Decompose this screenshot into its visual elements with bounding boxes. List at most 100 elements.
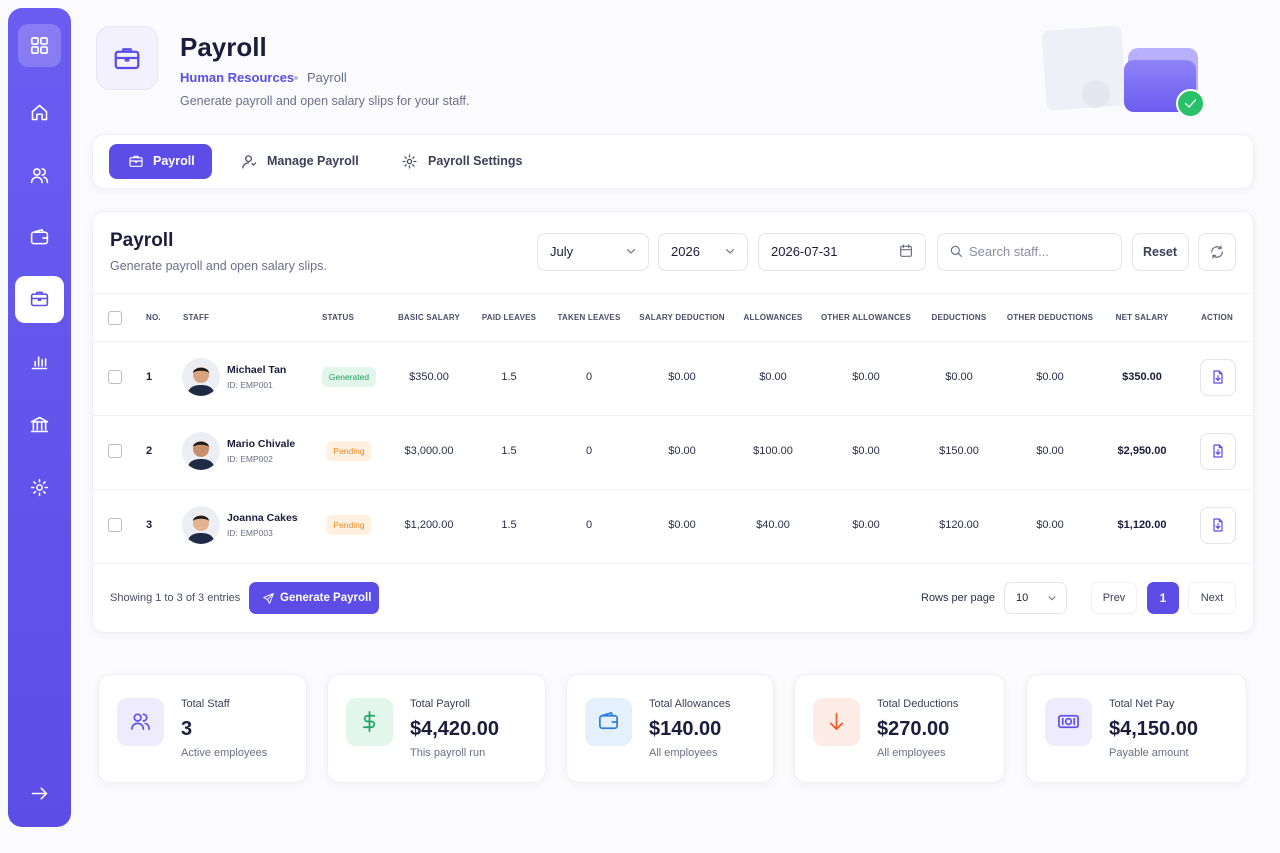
- next-button[interactable]: [1188, 582, 1236, 614]
- avatar-shape: [187, 459, 215, 470]
- prev-label[interactable]: Prev: [1102, 592, 1126, 604]
- tab[interactable]: Payroll Settings: [428, 154, 523, 168]
- table-cell: $0.00: [668, 445, 696, 457]
- table-card: [92, 211, 1254, 633]
- search-input-icon: [948, 243, 964, 259]
- stat-card: [98, 674, 307, 783]
- icon-shape: [114, 48, 140, 62]
- stat-icon: [597, 710, 620, 733]
- avatar-shape: [187, 441, 215, 470]
- icon-shape: [114, 50, 140, 70]
- icon-shape: [242, 162, 257, 169]
- rows-select[interactable]: [1004, 582, 1067, 614]
- icon-shape: [1215, 444, 1223, 455]
- icon-shape: [900, 244, 912, 257]
- staff-id: ID: EMP003: [227, 528, 273, 538]
- tab-icon: [401, 153, 418, 170]
- header-icon: [112, 43, 142, 73]
- stat-icon-box: [585, 698, 632, 746]
- prev-button[interactable]: [1091, 582, 1137, 614]
- stat-value: $4,150.00: [1109, 718, 1198, 740]
- illus-coin: [1082, 80, 1110, 108]
- rows-per-page[interactable]: 10: [1016, 592, 1029, 604]
- month-select: July: [550, 244, 574, 259]
- icon-shape: [30, 228, 49, 245]
- checkbox[interactable]: [108, 311, 122, 325]
- column-header: BASIC SALARY: [397, 313, 461, 322]
- refresh-button[interactable]: [1198, 233, 1236, 271]
- checkbox[interactable]: [108, 444, 122, 458]
- avatar-shape: [187, 515, 215, 544]
- checkbox[interactable]: [108, 518, 122, 532]
- nav-wallet: [29, 227, 50, 248]
- staff-id: ID: EMP001: [227, 380, 273, 390]
- icon-shape: [30, 416, 49, 433]
- icon-shape: [32, 228, 49, 239]
- breadcrumb-current: Payroll: [307, 70, 347, 85]
- breadcrumb-parent: Human Resources: [180, 70, 295, 85]
- sidebar-logo: [18, 24, 61, 67]
- table-cell: $350.00: [409, 371, 449, 383]
- tab-active-bg[interactable]: [109, 144, 212, 179]
- icon-shape: [1213, 518, 1223, 532]
- icon-shape: [1215, 518, 1223, 529]
- icon-shape: [599, 712, 618, 730]
- table-cell: $0.00: [668, 519, 696, 531]
- table-cell: 0: [585, 445, 593, 457]
- generate-icon: [262, 592, 275, 605]
- date-input-box[interactable]: [758, 233, 926, 271]
- icon-shape: [1184, 99, 1197, 108]
- avatar-shape: [187, 385, 215, 396]
- generate-button[interactable]: [249, 582, 379, 614]
- stat-value: $4,420.00: [410, 718, 499, 740]
- stat-label: Total Payroll: [410, 698, 470, 710]
- year-select: 2026: [671, 244, 700, 259]
- icon-shape: [900, 245, 912, 257]
- date-input: 2026-07-31: [771, 244, 838, 259]
- search-input-box[interactable]: [937, 233, 1122, 271]
- avatar-shape: [187, 367, 215, 396]
- icon-shape: [1061, 717, 1076, 726]
- year-select-icon: [722, 243, 738, 259]
- tab[interactable]: Manage Payroll: [267, 154, 359, 168]
- illus-check: [1176, 89, 1205, 118]
- column-header: STATUS: [322, 313, 355, 322]
- nav-home: [29, 102, 50, 123]
- column-header: STAFF: [183, 313, 210, 322]
- icon-shape: [950, 245, 960, 255]
- icon-shape: [30, 168, 49, 184]
- stat-icon: [1057, 710, 1080, 733]
- next-label[interactable]: Next: [1200, 592, 1224, 604]
- table-cell: 1.5: [501, 445, 517, 457]
- search-input: Search staff...: [969, 244, 1049, 259]
- table-cell: $150.00: [939, 445, 979, 457]
- table-cell: $1,200.00: [404, 519, 454, 531]
- reset-button[interactable]: [1132, 233, 1189, 271]
- icon-shape: [30, 291, 49, 302]
- page-button[interactable]: [1147, 582, 1179, 614]
- icon-shape: [30, 36, 49, 55]
- reset-label[interactable]: Reset: [1142, 245, 1178, 259]
- icon-shape: [31, 356, 48, 370]
- table-cell: $2,950.00: [1117, 445, 1167, 457]
- stat-note: All employees: [649, 747, 718, 759]
- icon-shape: [131, 713, 150, 731]
- icon-shape: [31, 787, 48, 800]
- entries-info: Showing 1 to 3 of 3 entries: [110, 592, 241, 604]
- table-cell: $0.00: [668, 371, 696, 383]
- icon-shape: [263, 593, 274, 604]
- year-select-box[interactable]: [658, 233, 748, 271]
- checkbox[interactable]: [108, 370, 122, 384]
- generate-label[interactable]: Generate Payroll: [280, 592, 372, 604]
- icon-shape: [41, 168, 49, 184]
- icon-shape: [1184, 99, 1197, 108]
- status-badge: Pending: [326, 515, 372, 535]
- tab[interactable]: Payroll: [153, 154, 195, 168]
- avatar: [182, 506, 220, 544]
- nav-bank: [29, 414, 50, 435]
- stat-label: Total Deductions: [877, 698, 959, 710]
- page-number[interactable]: 1: [1159, 591, 1167, 605]
- staff-id: ID: EMP002: [227, 454, 273, 464]
- icon-shape: [263, 593, 274, 604]
